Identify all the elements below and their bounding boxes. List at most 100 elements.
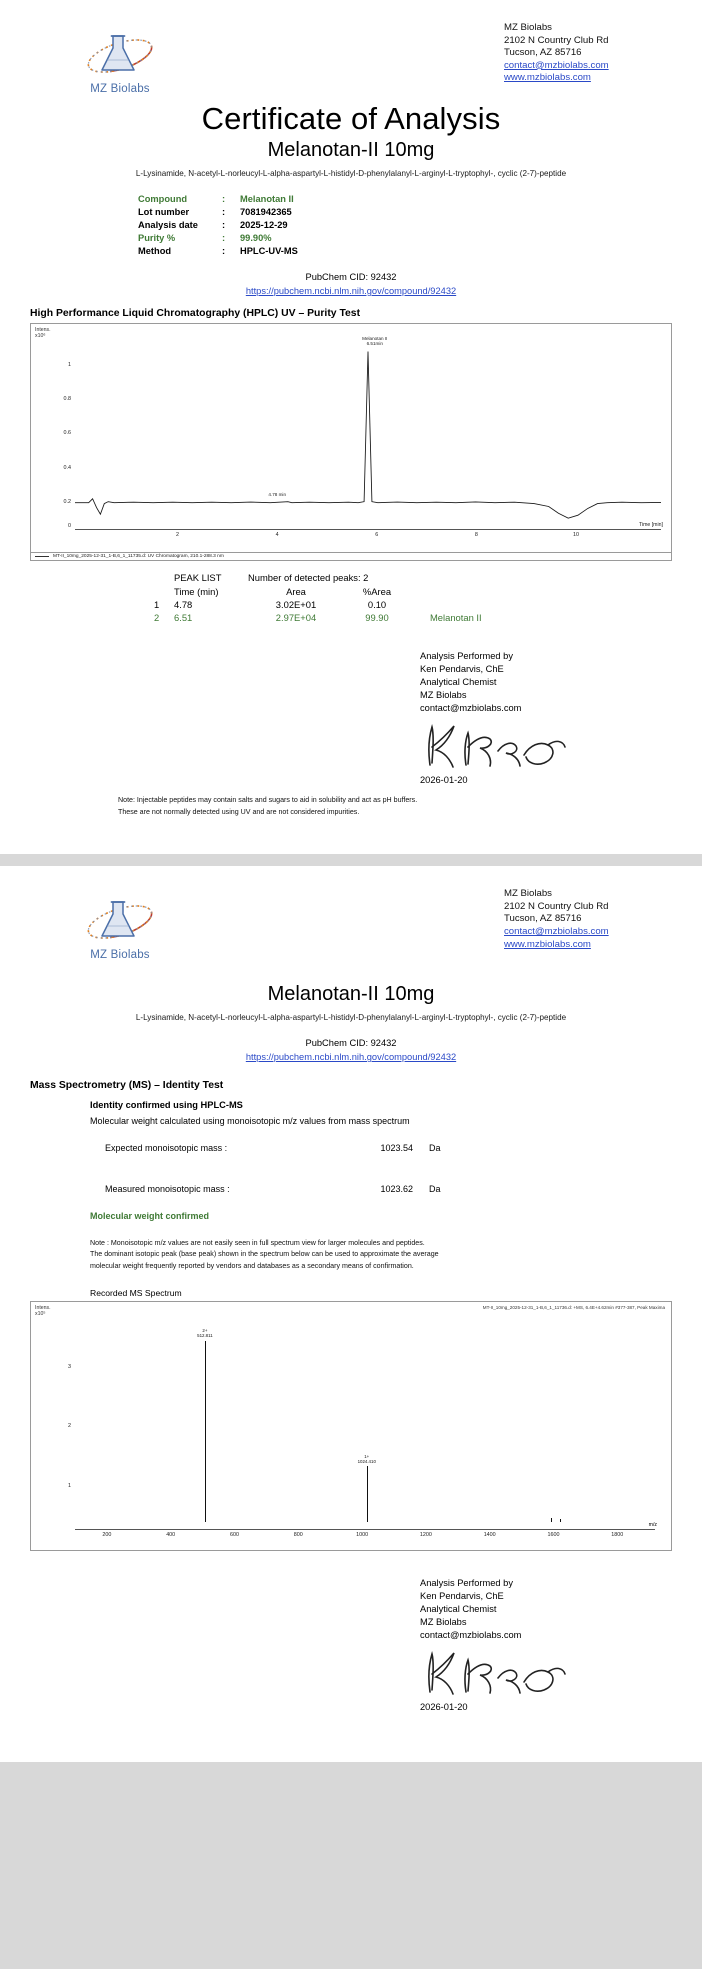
pubchem-cid: PubChem CID: 92432 bbox=[305, 271, 397, 282]
analyst-title: Analysis Performed by bbox=[420, 1578, 514, 1589]
ms-expected-value: 1023.54 bbox=[380, 1143, 414, 1154]
spec-sep-purity: : bbox=[222, 233, 226, 244]
ms-spectrum-chart: Intens. x10⁵ MT-II_10mg_2025-12-31_1-B,6_… bbox=[30, 1301, 672, 1552]
ms-x-tick-1400: 1400 bbox=[483, 1532, 496, 1539]
peak-2-name: Melanotan II bbox=[430, 612, 482, 624]
ms-measured-unit: Da bbox=[429, 1183, 441, 1194]
ms-peak-minor-1 bbox=[550, 1517, 552, 1523]
ms-identity-subtitle: Molecular weight calculated using monois… bbox=[90, 1115, 410, 1126]
pubchem-link[interactable]: https://pubchem.ncbi.nlm.nih.gov/compoun… bbox=[245, 1052, 457, 1063]
analyst-name: Ken Pendarvis, ChE bbox=[420, 1591, 504, 1602]
ms-note-line-2: The dominant isotopic peak (base peak) s… bbox=[90, 1250, 439, 1259]
y-tick-1.0: 1 bbox=[68, 361, 71, 368]
company-email-link[interactable]: contact@mzbiolabs.com bbox=[504, 59, 609, 71]
spec-row-method: Method : HPLC-UV-MS bbox=[138, 245, 298, 258]
peak-1-area: 3.02E+01 bbox=[275, 598, 317, 610]
ms-note-line-3: molecular weight frequently reported by … bbox=[90, 1261, 414, 1270]
spec-sep-lot: : bbox=[222, 206, 226, 217]
peak-2-no: 2 bbox=[154, 612, 160, 624]
company-name: MZ Biolabs bbox=[504, 888, 552, 900]
company-logo: MZ Biolabs bbox=[60, 22, 180, 95]
chart-x-axis: 2 4 6 8 10 bbox=[75, 528, 661, 538]
peak-col-time: Time (min) bbox=[174, 585, 219, 597]
flask-logo-icon bbox=[82, 28, 158, 80]
ms-x-tick-1000: 1000 bbox=[356, 1532, 369, 1539]
spec-value-compound: Melanotan II bbox=[240, 193, 294, 204]
y-tick-0.2: 0.2 bbox=[63, 498, 72, 505]
peptide-sequence: L-Lysinamide, N-acetyl-L-norleucyl-L-alp… bbox=[135, 169, 567, 178]
y-tick-0.8: 0.8 bbox=[63, 396, 72, 403]
signature-date-2: 2026-01-20 bbox=[420, 1702, 468, 1713]
peak-2-pct: 99.90 bbox=[365, 612, 389, 624]
spec-key-date: Analysis date bbox=[138, 219, 198, 230]
ms-peak-512-label: 2+ 512.811 bbox=[197, 1328, 213, 1339]
company-website-link[interactable]: www.mzbiolabs.com bbox=[504, 938, 591, 950]
table-row: 1 4.78 3.02E+01 0.10 bbox=[150, 598, 482, 611]
spec-row-lot: Lot number : 7081942365 bbox=[138, 205, 298, 218]
analyst-block-2: Analysis Performed by Ken Pendarvis, ChE… bbox=[0, 1577, 654, 1642]
logo-wordmark: MZ Biolabs bbox=[90, 949, 150, 962]
coa-page-1: MZ Biolabs MZ Biolabs 2102 N Country Clu… bbox=[0, 0, 702, 855]
ms-peak-minor-2 bbox=[559, 1519, 562, 1523]
analyst-name: Ken Pendarvis, ChE bbox=[420, 664, 504, 675]
ms-confirmed-status: Molecular weight confirmed bbox=[90, 1211, 210, 1221]
signature-date: 2026-01-20 bbox=[420, 775, 468, 786]
coa-page-2: MZ Biolabs MZ Biolabs 2102 N Country Clu… bbox=[0, 866, 702, 1763]
ms-chart-meta: MT-II_10mg_2025-12-31_1-B,6_1_11736.d: +… bbox=[482, 1305, 665, 1311]
signature-image-2 bbox=[420, 1648, 570, 1700]
page-title: Certificate of Analysis bbox=[201, 101, 501, 136]
company-address: MZ Biolabs 2102 N Country Club Rd Tucson… bbox=[504, 22, 654, 85]
peak-1-no: 1 bbox=[154, 598, 160, 610]
pubchem-block: PubChem CID: 92432 https://pubchem.ncbi.… bbox=[0, 270, 702, 298]
chart-y-axis: 1 0.8 0.6 0.4 0.2 0 bbox=[31, 324, 75, 552]
peak-list-title: PEAK LIST bbox=[174, 572, 222, 584]
peak-list-table: PEAK LIST Number of detected peaks: 2 Ti… bbox=[150, 571, 702, 625]
ms-y-tick-3: 3 bbox=[68, 1363, 71, 1370]
company-address-2: MZ Biolabs 2102 N Country Club Rd Tucson… bbox=[504, 888, 654, 951]
company-name: MZ Biolabs bbox=[504, 22, 552, 33]
signature-image bbox=[420, 721, 570, 773]
peak-list-title-row: PEAK LIST Number of detected peaks: 2 bbox=[150, 571, 482, 584]
analyst-block: Analysis Performed by Ken Pendarvis, ChE… bbox=[0, 650, 654, 715]
note-line-2: These are not normally detected using UV… bbox=[118, 807, 360, 816]
peptide-sequence-2: L-Lysinamide, N-acetyl-L-norleucyl-L-alp… bbox=[135, 1013, 567, 1023]
company-city-state-zip: Tucson, AZ 85716 bbox=[504, 913, 582, 925]
product-title: Melanotan-II 10mg bbox=[267, 139, 435, 161]
spec-key-lot: Lot number bbox=[138, 206, 190, 217]
analyst-title: Analysis Performed by bbox=[420, 651, 514, 662]
ms-x-tick-800: 800 bbox=[293, 1532, 303, 1539]
analyst-role: Analytical Chemist bbox=[420, 677, 497, 688]
pubchem-link[interactable]: https://pubchem.ncbi.nlm.nih.gov/compoun… bbox=[245, 285, 457, 296]
page-header-2: MZ Biolabs MZ Biolabs 2102 N Country Clu… bbox=[0, 866, 702, 961]
chart-x-unit: Time [min] bbox=[638, 521, 663, 528]
x-tick-4: 4 bbox=[275, 531, 279, 538]
ms-y-tick-2: 2 bbox=[68, 1423, 71, 1430]
chart-intens-label: Intens. x10⁶ bbox=[35, 326, 51, 339]
legend-line-icon bbox=[35, 555, 49, 557]
spec-key-purity: Purity % bbox=[138, 233, 176, 244]
analyst-company: MZ Biolabs bbox=[420, 1617, 467, 1628]
company-email-link[interactable]: contact@mzbiolabs.com bbox=[504, 926, 609, 938]
chart-legend: MT-II_10mg_2025-12-31_1-B,6_1_11735.d: U… bbox=[31, 551, 671, 560]
ms-note-line-1: Note : Monoisotopic m/z values are not e… bbox=[90, 1238, 425, 1247]
spec-key-compound: Compound bbox=[138, 193, 188, 204]
analyst-role: Analytical Chemist bbox=[420, 1604, 497, 1615]
ms-identity-block: Identity confirmed using HPLC-MS Molecul… bbox=[90, 1099, 702, 1223]
spec-row-purity: Purity % : 99.90% bbox=[138, 232, 298, 245]
ms-expected-unit: Da bbox=[429, 1143, 441, 1154]
peak-col-area: Area bbox=[286, 585, 306, 597]
ms-identity-title: Identity confirmed using HPLC-MS bbox=[90, 1100, 243, 1111]
spec-value-lot: 7081942365 bbox=[240, 206, 292, 217]
ms-x-tick-1600: 1600 bbox=[547, 1532, 560, 1539]
hplc-chromatogram: Intens. x10⁶ 1 0.8 0.6 0.4 0.2 0 Melanota… bbox=[30, 322, 672, 561]
spec-value-method: HPLC-UV-MS bbox=[240, 246, 298, 257]
ms-x-tick-400: 400 bbox=[166, 1532, 176, 1539]
company-street: 2102 N Country Club Rd bbox=[504, 34, 609, 46]
chart-plot-area: Melanotan II 6.51min 4.78 min bbox=[75, 336, 662, 522]
spec-value-purity: 99.90% bbox=[240, 233, 272, 244]
ms-x-tick-200: 200 bbox=[102, 1532, 112, 1539]
spec-sep-method: : bbox=[222, 246, 226, 257]
ms-section-heading: Mass Spectrometry (MS) – Identity Test bbox=[30, 1080, 224, 1092]
company-website-link[interactable]: www.mzbiolabs.com bbox=[504, 72, 591, 84]
ms-expected-row: Expected monoisotopic mass : 1023.54 Da bbox=[90, 1128, 702, 1169]
